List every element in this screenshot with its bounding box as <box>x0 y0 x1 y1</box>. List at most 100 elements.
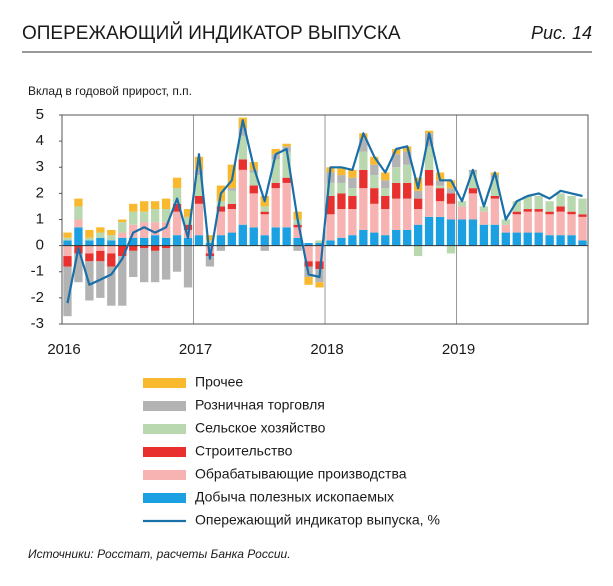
bar-segment <box>392 198 401 230</box>
bar-segment <box>216 206 226 212</box>
legend-swatch <box>143 493 186 503</box>
bar-segment <box>194 175 204 196</box>
y-tick-label: 5 <box>36 106 44 123</box>
bar-segment <box>337 167 346 176</box>
bar-segment <box>479 224 489 246</box>
bar-segment <box>413 224 423 246</box>
bar-segment <box>468 193 478 220</box>
legend-label: Сельское хозяйство <box>195 420 326 436</box>
bar-segment <box>545 211 554 215</box>
bar-segment <box>205 240 215 244</box>
bar-segment <box>205 256 215 267</box>
bar-segment <box>348 209 357 236</box>
bar-segment <box>183 216 193 225</box>
bar-segment <box>194 203 204 236</box>
bar-segment <box>161 209 171 223</box>
bar-segment <box>381 235 390 246</box>
bar-segment <box>118 245 127 257</box>
bar-segment <box>271 188 280 228</box>
bar-segment <box>424 146 434 170</box>
bar-segment <box>282 177 291 183</box>
bar-segment <box>183 209 193 217</box>
bar-segment <box>183 224 193 230</box>
bar-segment <box>523 211 532 233</box>
bar-segment <box>523 232 532 246</box>
bar-segment <box>359 138 368 152</box>
bar-segment <box>370 156 379 165</box>
bar-segment <box>392 182 401 199</box>
bar-segment <box>567 211 576 215</box>
bar-segment <box>85 253 94 262</box>
bar-segment <box>578 214 587 217</box>
legend-swatch <box>143 378 186 388</box>
bar-segment <box>512 211 521 215</box>
x-tick-label: 2017 <box>179 341 212 358</box>
bar-segment <box>118 219 127 223</box>
bar-segment <box>129 211 138 225</box>
legend-label: Розничная торговля <box>195 397 325 413</box>
bar-segment <box>183 245 193 288</box>
plot-frame <box>61 114 589 325</box>
bar-segment <box>534 211 543 233</box>
bar-segment <box>446 188 456 194</box>
bar-segment <box>293 237 302 246</box>
bar-segment <box>249 185 258 194</box>
bar-segment <box>348 195 357 210</box>
legend-label: Обрабатывающие производства <box>195 466 407 482</box>
x-tick-label: 2018 <box>310 341 343 358</box>
bar-segment <box>556 206 565 212</box>
bar-segment <box>446 193 456 204</box>
bar-segment <box>150 235 160 246</box>
bar-segment <box>424 133 434 147</box>
bar-segment <box>468 172 478 189</box>
bar-segment <box>63 237 72 241</box>
bar-segment <box>424 169 434 186</box>
bar-segment <box>337 175 346 183</box>
bar-segment <box>271 159 280 183</box>
bar-segment <box>424 185 434 217</box>
bar-segment <box>293 227 302 238</box>
bar-segment <box>403 182 412 199</box>
bar-segment <box>140 222 149 238</box>
y-tick-label: 1 <box>36 210 44 227</box>
bar-segment <box>501 232 510 246</box>
legend-swatch <box>143 424 186 434</box>
bar-segment <box>183 237 193 246</box>
bar-segment <box>150 222 160 236</box>
bar-segment <box>370 203 379 233</box>
legend-swatch <box>143 447 186 457</box>
bar-segment <box>74 206 83 220</box>
bar-segment <box>172 188 182 204</box>
bar-segment <box>271 182 280 189</box>
bar-segment <box>227 232 237 246</box>
bar-segment <box>370 164 379 176</box>
bar-segment <box>129 245 138 251</box>
bar-segment <box>85 245 94 254</box>
bar-segment <box>260 211 269 215</box>
bar-segment <box>392 167 401 183</box>
bar-segment <box>74 227 83 246</box>
bar-segment <box>293 224 302 228</box>
x-tick-label: 2019 <box>442 341 475 358</box>
bar-segment <box>140 201 149 212</box>
bar-segment <box>337 182 346 194</box>
bar-segment <box>74 219 83 228</box>
bar-segment <box>63 232 72 238</box>
bar-segment <box>96 250 105 262</box>
bar-segment <box>490 195 500 199</box>
bar-segment <box>578 216 587 241</box>
bar-segment <box>249 172 258 186</box>
legend-swatch <box>143 470 186 480</box>
bar-segment <box>282 227 291 246</box>
bar-segment <box>545 201 554 212</box>
bar-segment <box>96 245 105 251</box>
bar-segment <box>435 216 445 246</box>
bar-segment <box>370 175 379 189</box>
x-tick-label: 2016 <box>47 341 80 358</box>
bar-segment <box>118 256 127 306</box>
bar-segment <box>512 201 521 212</box>
bar-segment <box>172 203 182 212</box>
bar-segment <box>348 169 357 178</box>
bar-segment <box>118 232 127 238</box>
bar-segment <box>161 198 171 210</box>
